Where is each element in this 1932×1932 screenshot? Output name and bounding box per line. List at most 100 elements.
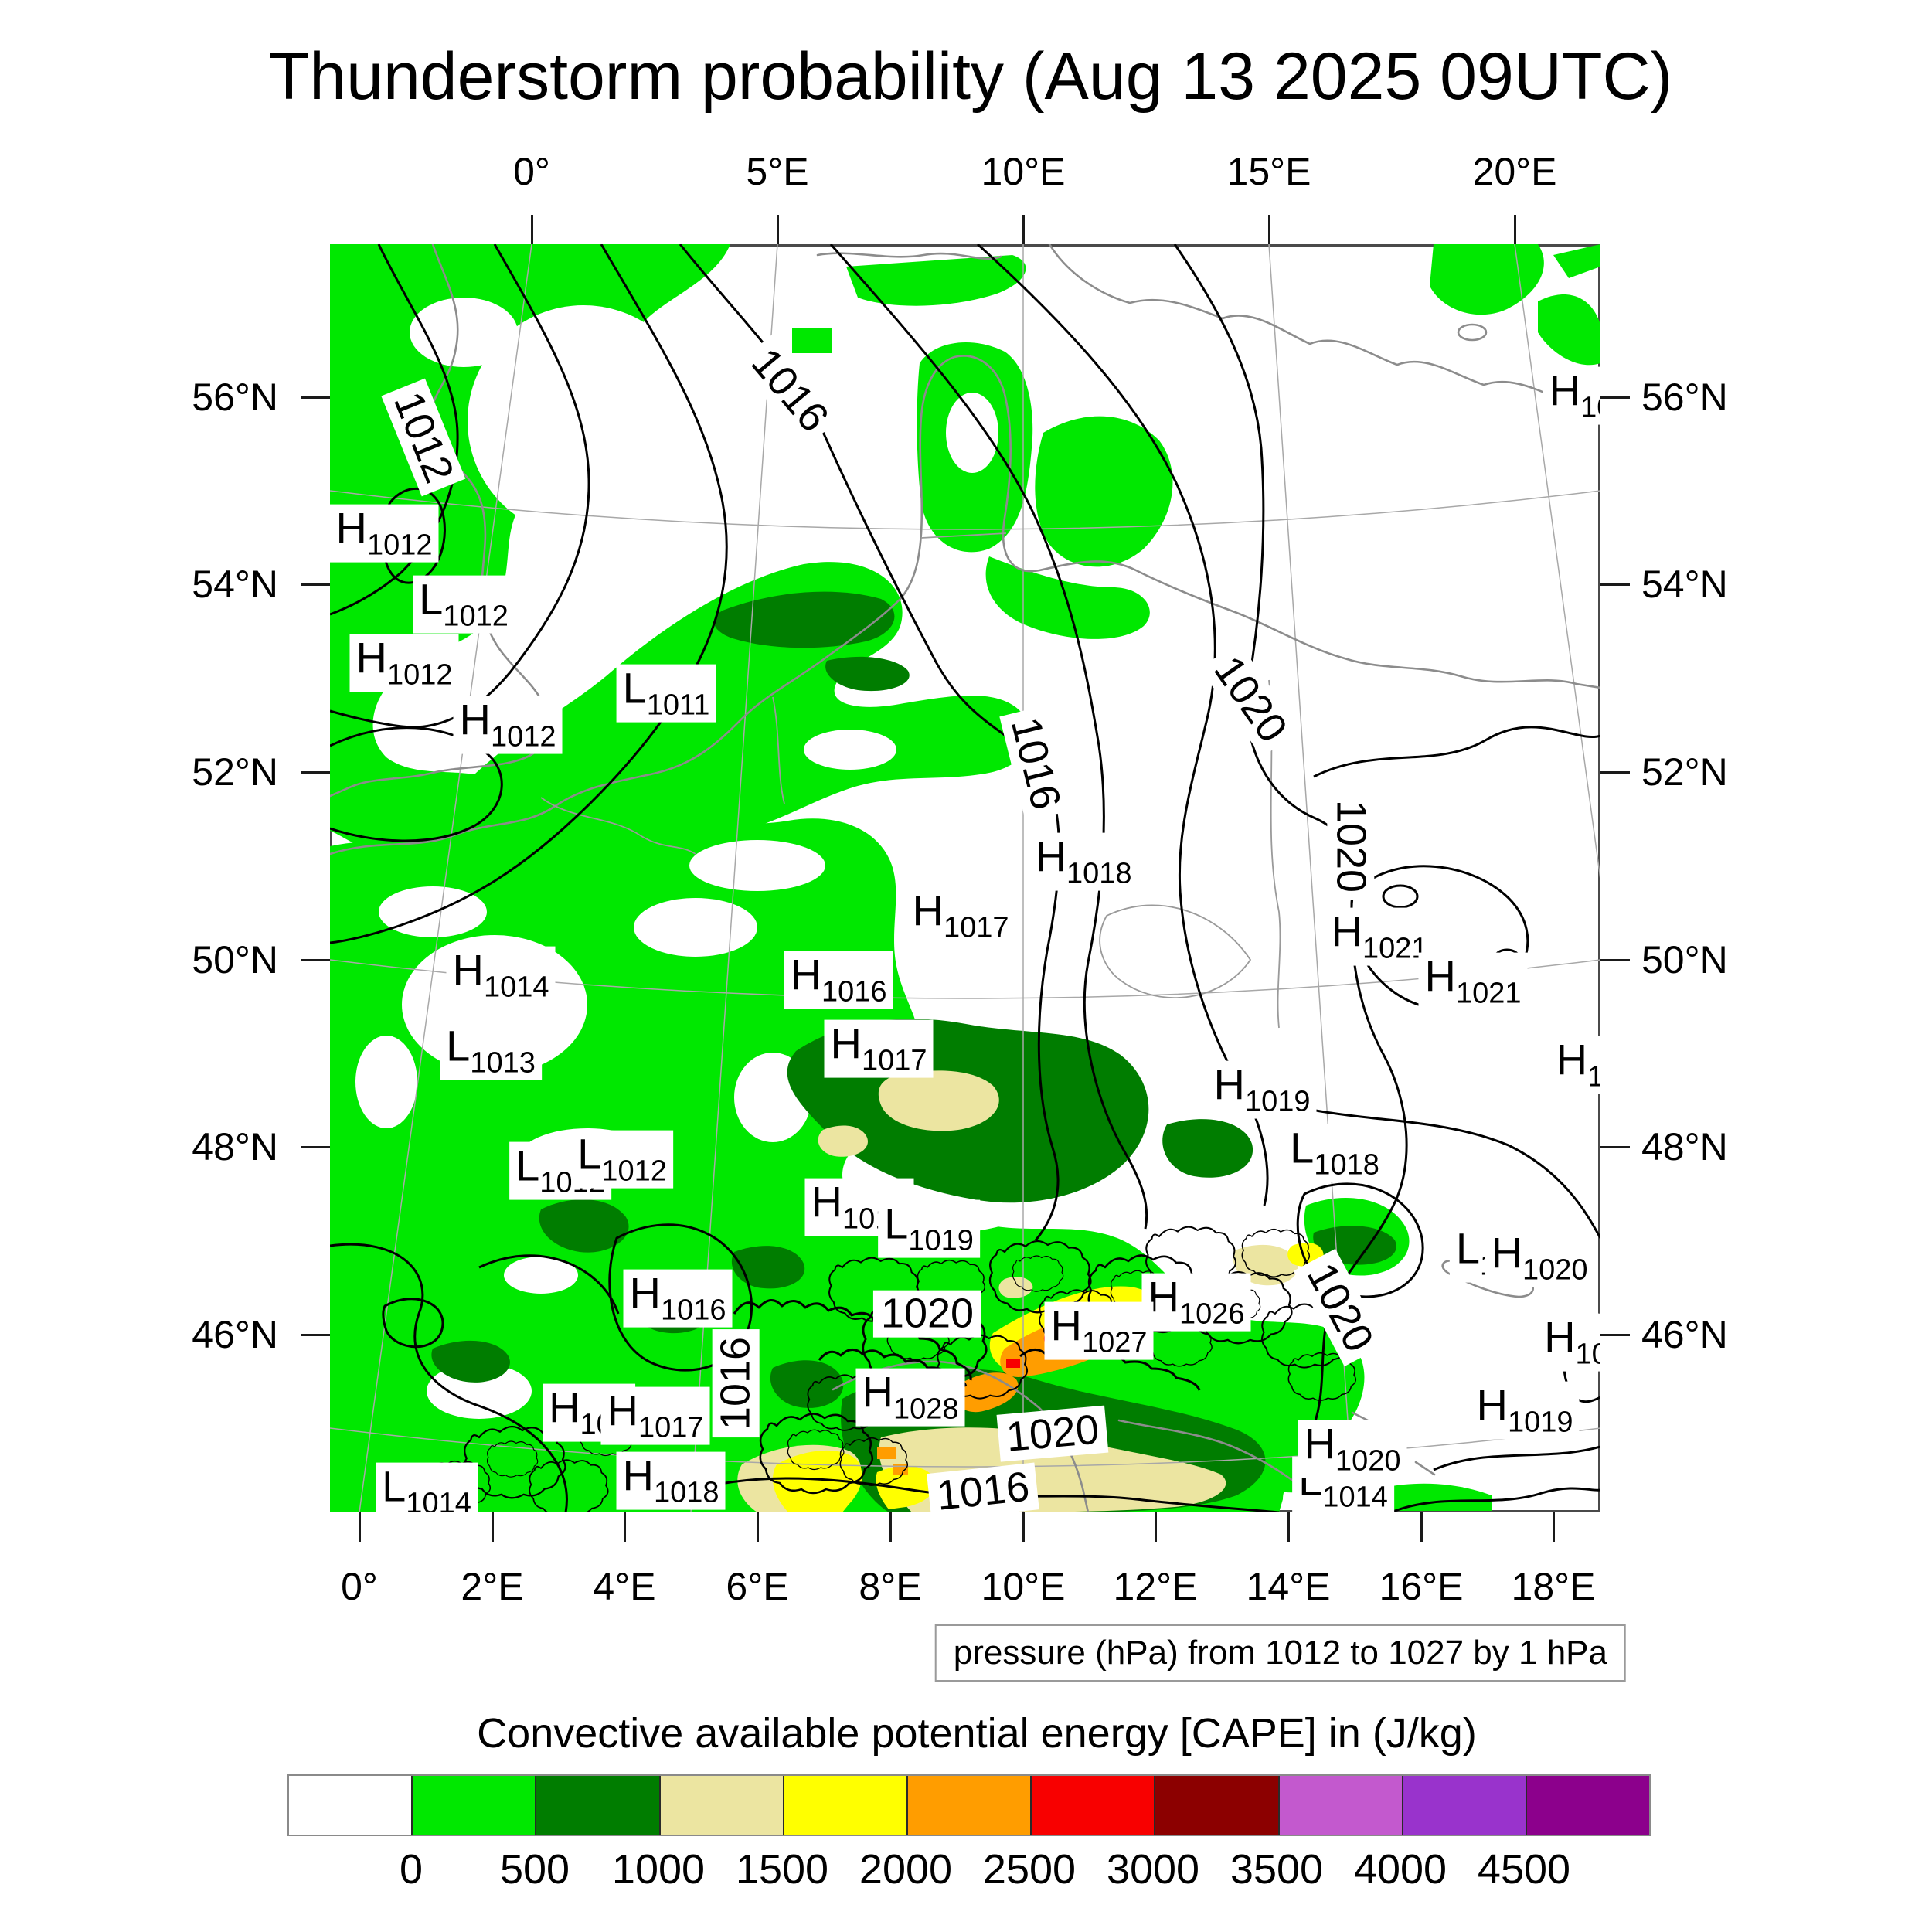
high-pressure-label: H1027 <box>1044 1301 1154 1360</box>
pressure-letter: H <box>830 1019 862 1068</box>
longitude-tick-label: 15°E <box>1226 150 1311 193</box>
pressure-value: 1012 <box>443 600 509 633</box>
pressure-letter: H <box>912 886 944 935</box>
colorbar-cell <box>536 1776 661 1835</box>
contour-value-label: 1016 <box>736 333 843 447</box>
colorbar-tick-label: 4000 <box>1353 1846 1447 1893</box>
pressure-value: 1013 <box>470 1046 536 1080</box>
longitude-tick-mark <box>530 215 533 244</box>
latitude-tick-label: 52°N <box>1641 750 1728 794</box>
latitude-tick-label: 54°N <box>1641 563 1728 606</box>
low-pressure-label: L1013 <box>440 1022 542 1080</box>
longitude-tick-mark <box>776 215 779 244</box>
colorbar-tick-label: 2500 <box>982 1846 1077 1893</box>
longitude-tick-mark <box>1022 215 1025 244</box>
colorbar-tick-label: 4500 <box>1477 1846 1571 1893</box>
high-pressure-label: H1026 <box>1141 1273 1251 1332</box>
pressure-value: 1011 <box>646 689 710 722</box>
longitude-tick-label: 12°E <box>1113 1565 1198 1608</box>
latitude-tick-mark <box>301 583 330 586</box>
high-pressure-label: H10 <box>1549 1036 1600 1094</box>
pressure-letter: H <box>1035 832 1066 881</box>
pressure-letter: H <box>1213 1060 1245 1109</box>
pressure-value: 10 <box>1587 1060 1600 1094</box>
pressure-value: 1014 <box>406 1487 471 1512</box>
high-pressure-label: H1016 <box>623 1268 733 1328</box>
pressure-letter: H <box>1050 1301 1082 1350</box>
low-pressure-label: L1011 <box>616 664 716 723</box>
pressure-value: 1017 <box>943 911 1009 944</box>
longitude-tick-label: 5°E <box>746 150 809 193</box>
pressure-value: 1017 <box>861 1044 927 1077</box>
longitude-tick-mark <box>1022 1512 1025 1542</box>
colorbar-cell <box>784 1776 908 1835</box>
longitude-tick-label: 20°E <box>1472 150 1557 193</box>
pressure-value: 1019 <box>1507 1406 1573 1439</box>
longitude-tick-label: 4°E <box>593 1565 656 1608</box>
latitude-tick-label: 48°N <box>192 1125 278 1168</box>
longitude-tick-mark <box>358 1512 361 1542</box>
pressure-letter: H <box>862 1367 893 1417</box>
pressure-value: 1014 <box>483 971 549 1004</box>
contour-value-label: 1016 <box>712 1328 760 1438</box>
pressure-letter: L <box>1290 1123 1315 1172</box>
pressure-value: 1021 <box>1455 977 1522 1010</box>
pressure-letter: H <box>629 1268 661 1318</box>
longitude-tick-mark <box>623 1512 626 1542</box>
pressure-letter: H <box>790 950 821 999</box>
contour-value-label: 1020 <box>1294 1248 1386 1367</box>
contour-value-label: 1016 <box>999 705 1072 822</box>
pressure-value: 1016 <box>660 1294 726 1327</box>
pressure-letter: H <box>1491 1228 1522 1277</box>
high-pressure-label: H1014 <box>446 945 556 1005</box>
high-pressure-label: H1017 <box>600 1386 710 1445</box>
contour-value-label: 1020 <box>1327 791 1375 901</box>
pressure-contour-caption: pressure (hPa) from 1012 to 1027 by 1 hP… <box>934 1624 1626 1682</box>
latitude-tick-label: 46°N <box>192 1313 278 1356</box>
pressure-letter: H <box>1304 1419 1335 1468</box>
pressure-letter: L <box>577 1129 602 1179</box>
pressure-letter: H <box>335 503 367 553</box>
low-pressure-label: L1014 <box>376 1462 478 1512</box>
latitude-tick-mark <box>301 770 330 774</box>
pressure-value: 1028 <box>893 1393 959 1426</box>
contour-value-label: 1020 <box>1199 641 1301 757</box>
latitude-tick-label: 48°N <box>1641 1125 1728 1168</box>
pressure-value: 10 <box>1580 391 1600 424</box>
colorbar-tick-label: 500 <box>499 1846 570 1893</box>
colorbar-cell <box>1032 1776 1156 1835</box>
pressure-value: 1019 <box>908 1224 974 1257</box>
pressure-letter: H <box>811 1177 842 1226</box>
latitude-tick-label: 54°N <box>192 563 278 606</box>
pressure-value: 1017 <box>638 1411 704 1444</box>
high-pressure-label: H10 <box>1543 366 1600 425</box>
pressure-value: 1018 <box>1314 1148 1379 1182</box>
colorbar-tick-label: 3000 <box>1106 1846 1200 1893</box>
high-pressure-label: H1019 <box>1207 1060 1317 1119</box>
colorbar-tick-label: 1000 <box>611 1846 706 1893</box>
pressure-letter: H <box>1331 906 1362 956</box>
longitude-tick-mark <box>1420 1512 1423 1542</box>
latitude-tick-mark <box>301 396 330 399</box>
low-pressure-label: L1012 <box>571 1129 673 1189</box>
high-pressure-label: H1016 <box>784 951 893 1009</box>
pressure-letter: H <box>355 633 387 682</box>
longitude-tick-label: 14°E <box>1246 1565 1331 1608</box>
longitude-tick-label: 8°E <box>859 1565 922 1608</box>
colorbar-tick-label: 3500 <box>1230 1846 1324 1893</box>
contour-value-label: 1012 <box>381 378 466 497</box>
pressure-letter: H <box>452 945 484 995</box>
latitude-tick-label: 46°N <box>1641 1313 1728 1356</box>
latitude-tick-mark <box>1600 1145 1630 1148</box>
longitude-tick-mark <box>1267 215 1270 244</box>
colorbar-cell <box>1526 1776 1650 1835</box>
pressure-value: 1012 <box>366 529 433 562</box>
high-pressure-label: H1017 <box>906 886 1015 945</box>
high-pressure-label: H1028 <box>855 1367 965 1427</box>
latitude-tick-mark <box>301 958 330 961</box>
page-title: Thunderstorm probability (Aug 13 2025 09… <box>268 39 1673 114</box>
longitude-tick-mark <box>1552 1512 1555 1542</box>
contour-value-label: 1020 <box>872 1290 982 1338</box>
high-pressure-label: H1021 <box>1325 906 1434 966</box>
pressure-value: 1018 <box>653 1476 719 1509</box>
